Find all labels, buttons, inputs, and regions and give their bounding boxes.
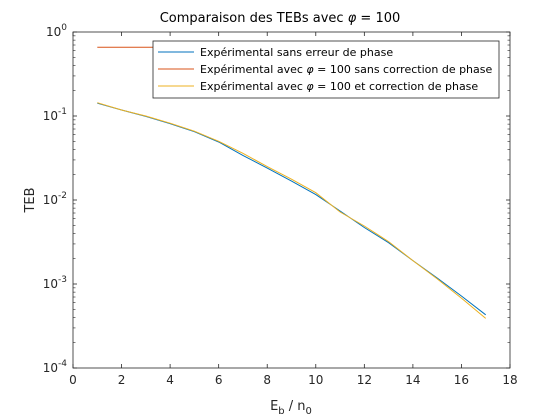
y-tick-label: 10-3: [43, 275, 67, 291]
legend-label-3: Expérimental avec φ = 100 et correction …: [200, 80, 478, 93]
x-tick-label: 6: [215, 373, 223, 387]
y-tick-label: 10-2: [43, 191, 67, 207]
x-tick-label: 18: [502, 373, 517, 387]
legend: Expérimental sans erreur de phase Expérim…: [152, 40, 500, 99]
chart-title: Comparaison des TEBs avec φ = 100: [160, 11, 401, 26]
legend-label-2: Expérimental avec φ = 100 sans correctio…: [200, 63, 493, 76]
y-tick-label: 10-1: [43, 107, 67, 123]
x-tick-label: 2: [118, 373, 126, 387]
x-tick-label: 10: [308, 373, 323, 387]
y-axis-label: TEB: [23, 187, 38, 213]
y-tick-label: 10-4: [43, 359, 68, 375]
y-tick-label: 100: [46, 23, 67, 39]
legend-box: [152, 40, 500, 99]
x-tick-label: 4: [166, 373, 174, 387]
x-tick-label: 0: [69, 373, 77, 387]
x-tick-label: 12: [357, 373, 372, 387]
y-axis: 100 10-1 10-2 10-3 10-4: [43, 23, 510, 375]
legend-label-1: Expérimental sans erreur de phase: [200, 46, 393, 59]
x-tick-label: 16: [454, 373, 469, 387]
x-tick-label: 14: [405, 373, 420, 387]
series-line-3: [97, 102, 487, 319]
x-axis: 0 2 4 6 8 10 12 14 16 18: [69, 32, 518, 387]
x-axis-label: Eb / n0: [270, 399, 312, 417]
x-tick-label: 8: [263, 373, 271, 387]
